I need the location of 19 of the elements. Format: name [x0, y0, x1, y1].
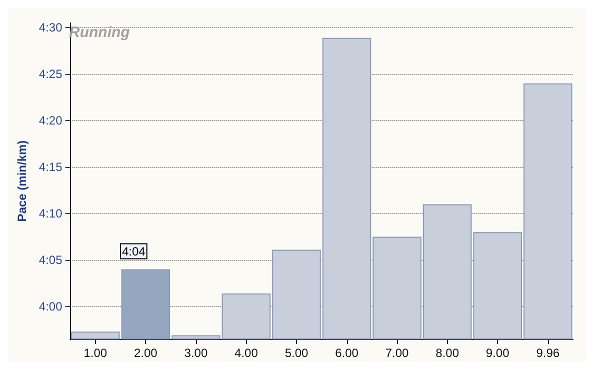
x-tick-label: 1.00 — [84, 346, 108, 360]
y-axis-title: Pace (min/km) — [15, 140, 29, 222]
y-tick-label: 4:30 — [38, 20, 63, 35]
y-tick-label: 4:20 — [38, 114, 63, 128]
y-tick-label: 4:00 — [38, 299, 63, 314]
x-tick-label: 2.00 — [134, 346, 158, 360]
x-tick-label: 6.00 — [335, 346, 359, 360]
y-tick-label: 4:15 — [38, 160, 63, 174]
x-tick-label: 8.00 — [436, 346, 460, 360]
x-tick-label: 7.00 — [385, 346, 410, 360]
annotation: 4:04 — [122, 244, 146, 258]
x-tick-label: 4.00 — [234, 346, 258, 360]
x-tick-label: 3.00 — [184, 346, 208, 360]
y-tick-label: 4:05 — [38, 253, 63, 267]
y-tick-label: 4:25 — [38, 67, 63, 82]
x-tick-label: 5.00 — [284, 346, 308, 360]
x-tick-label: 9.00 — [486, 346, 510, 360]
y-tick-label: 4:10 — [38, 206, 63, 221]
x-tick-label: 9.96 — [536, 346, 560, 360]
